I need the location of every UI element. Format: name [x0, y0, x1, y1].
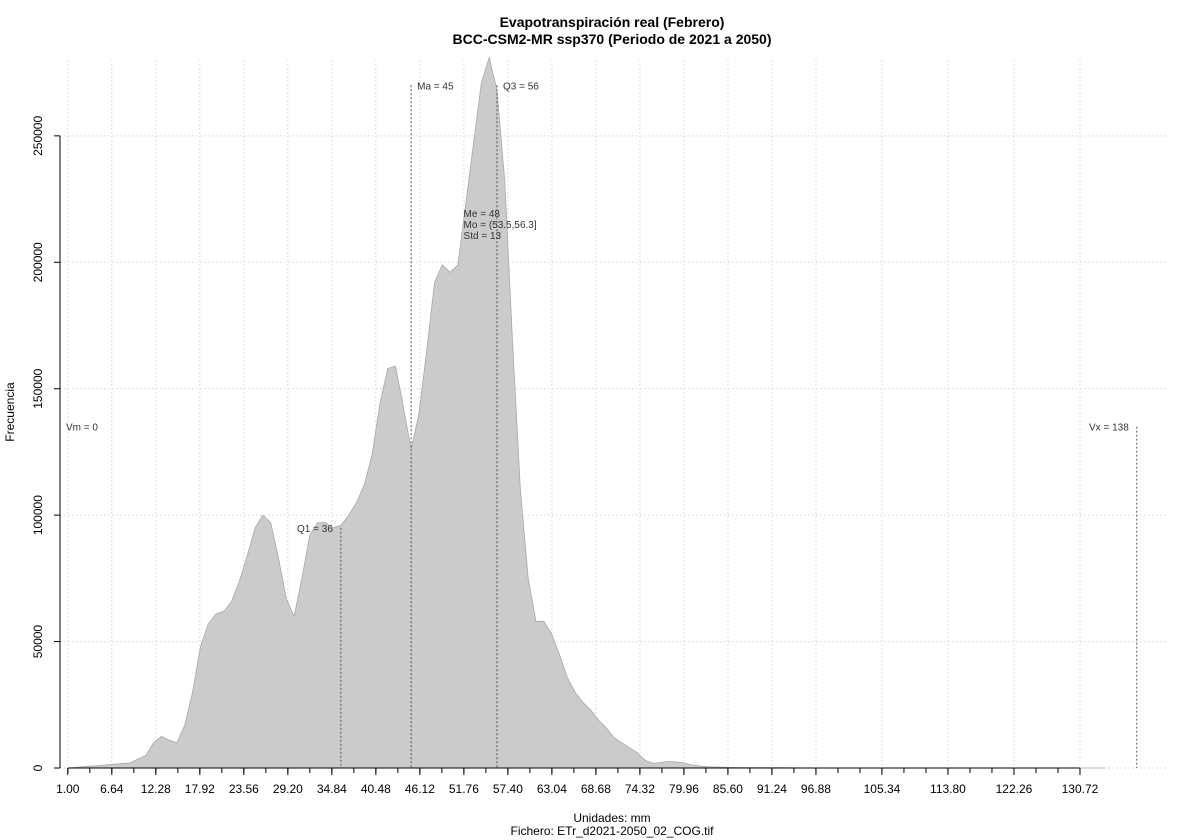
x-tick-label-1: 6.64 — [100, 782, 124, 796]
annotation-label-3: Q3 = 56 — [503, 81, 539, 92]
x-tick-label-2: 12.28 — [141, 782, 171, 796]
x-tick-label-20: 122.26 — [996, 782, 1033, 796]
annotation-label-4: Vx = 138 — [1089, 423, 1129, 434]
y-axis: 0 50000 100000 150000 200000 250000 — [31, 116, 61, 771]
chart-subtitle: BCC-CSM2-MR ssp370 (Periodo de 2021 a 20… — [453, 31, 772, 47]
y-tick-label-2: 100000 — [31, 495, 45, 535]
x-tick-label-17: 96.88 — [801, 782, 831, 796]
y-tick-label-1: 50000 — [31, 625, 45, 659]
y-tick-label-0: 0 — [31, 764, 45, 771]
annotation-label-2: Ma = 45 — [417, 81, 454, 92]
chart-title: Evapotranspiración real (Febrero) — [500, 14, 725, 30]
annotation-label-1: Q1 = 36 — [297, 524, 333, 535]
x-tick-label-16: 91.24 — [757, 782, 787, 796]
x-tick-label-13: 74.32 — [625, 782, 655, 796]
annotation-label-0: Vm = 0 — [66, 423, 98, 434]
x-tick-label-11: 63.04 — [537, 782, 567, 796]
x-tick-label-8: 46.12 — [405, 782, 435, 796]
stat-line-2: Std = 13 — [464, 231, 502, 242]
x-tick-label-18: 105.34 — [864, 782, 901, 796]
y-axis-title: Frecuencia — [3, 382, 17, 442]
x-tick-label-9: 51.76 — [449, 782, 479, 796]
x-tick-label-10: 57.40 — [493, 782, 523, 796]
x-axis: 1.00 6.64 12.28 17.92 23.56 29.20 34.84 40.48 46… — [56, 767, 1099, 796]
y-tick-label-3: 150000 — [31, 368, 45, 408]
x-tick-label-0: 1.00 — [56, 782, 80, 796]
x-tick-label-19: 113.80 — [930, 782, 966, 796]
frequency-area — [67, 55, 1106, 769]
y-tick-label-5: 250000 — [31, 116, 45, 156]
x-tick-label-6: 34.84 — [317, 782, 347, 796]
stat-annotations: Vm = 0 Q1 = 36 Ma = 45 Q3 = 56 Vx = 138 — [66, 81, 1129, 535]
x-tick-label-4: 23.56 — [229, 782, 259, 796]
x-tick-label-14: 79.96 — [669, 782, 699, 796]
x-tick-label-5: 29.20 — [273, 782, 303, 796]
stat-line-1: Mo = (53.5,56.3] — [464, 220, 537, 231]
x-tick-label-3: 17.92 — [185, 782, 215, 796]
x-axis-title: Unidades: mm — [573, 811, 650, 825]
stat-line-0: Me = 48 — [464, 209, 501, 220]
x-tick-label-15: 85.60 — [713, 782, 743, 796]
x-tick-label-21: 130.72 — [1062, 782, 1099, 796]
file-footer: Fichero: ETr_d2021-2050_02_COG.tif — [511, 824, 715, 838]
x-tick-label-12: 68.68 — [581, 782, 611, 796]
y-tick-label-4: 200000 — [31, 242, 45, 282]
x-tick-label-7: 40.48 — [361, 782, 391, 796]
